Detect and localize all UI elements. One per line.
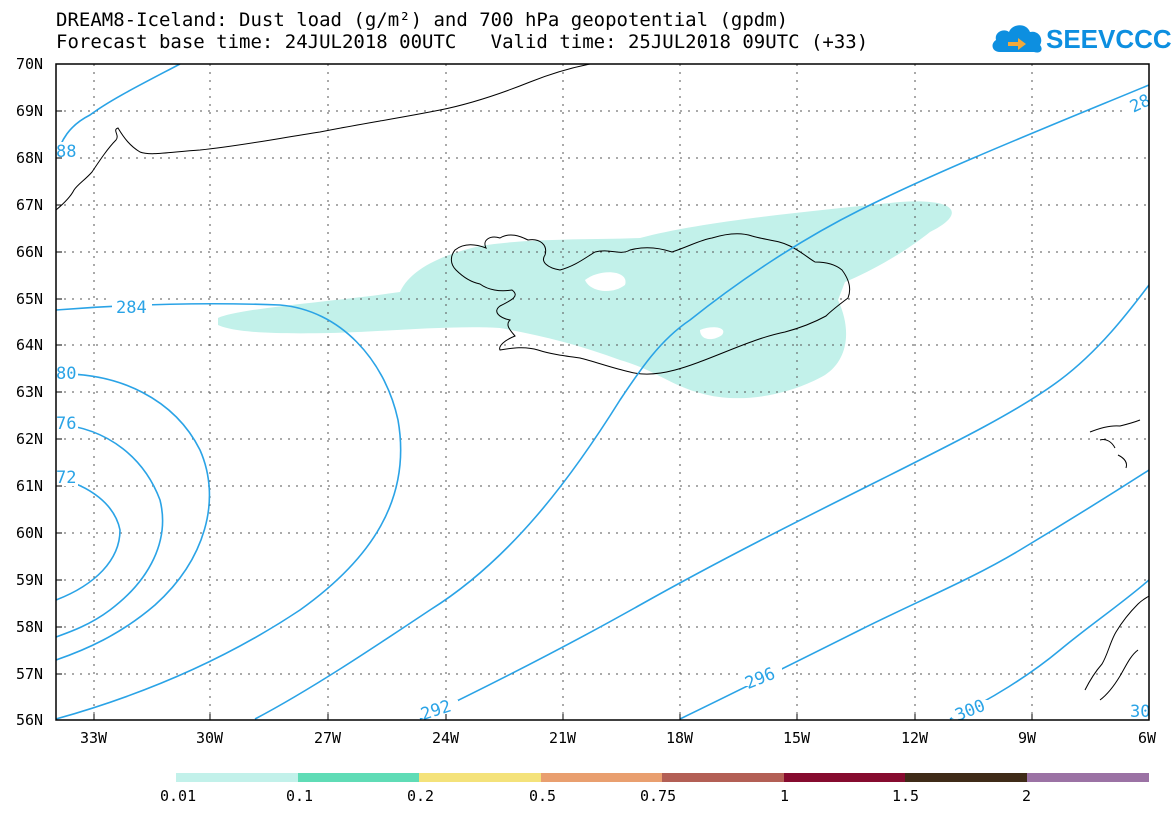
lat-label: 60N	[16, 524, 43, 542]
lat-label: 67N	[16, 196, 43, 214]
map-subtitle: Forecast base time: 24JUL2018 00UTC Vali…	[56, 31, 869, 53]
map-title: DREAM8-Iceland: Dust load (g/m²) and 700…	[56, 9, 789, 31]
lon-label: 33W	[80, 729, 108, 747]
colorbar-swatch	[541, 773, 662, 782]
lat-label: 68N	[16, 149, 43, 167]
lon-label: 24W	[432, 729, 460, 747]
cloud-icon	[992, 25, 1042, 53]
colorbar-swatch	[1027, 773, 1149, 782]
contour-label-276: 76	[56, 414, 76, 434]
lat-label: 56N	[16, 711, 43, 729]
dust-load-area	[218, 201, 952, 399]
lon-label: 9W	[1018, 729, 1037, 747]
contour-label-304: 30	[1130, 702, 1150, 722]
contour-label-280: 80	[56, 364, 76, 384]
colorbar-swatch	[905, 773, 1027, 782]
longitude-labels: 33W 30W 27W 24W 21W 18W 15W 12W 9W 6W	[80, 729, 1157, 747]
lat-label: 69N	[16, 102, 43, 120]
contour-labels: 284 80 76 72 88 28 292 296 300 30	[56, 91, 1154, 726]
colorbar-label: 0.5	[529, 787, 556, 805]
colorbar: 0.01 0.1 0.2 0.5 0.75 1 1.5 2	[160, 773, 1149, 805]
lon-label: 30W	[196, 729, 224, 747]
contour-label-288: 88	[56, 142, 76, 162]
colorbar-label: 0.75	[640, 787, 676, 805]
colorbar-swatch	[419, 773, 541, 782]
lon-label: 27W	[314, 729, 342, 747]
colorbar-label: 1.5	[892, 787, 919, 805]
graticule	[56, 64, 1149, 720]
lat-label: 58N	[16, 618, 43, 636]
colorbar-swatch	[298, 773, 419, 782]
lat-label: 64N	[16, 336, 43, 354]
lat-label: 61N	[16, 477, 43, 495]
coastlines	[56, 64, 1149, 701]
iceland-coast	[450, 233, 851, 375]
lon-label: 6W	[1138, 729, 1157, 747]
contour-label-272: 72	[56, 468, 76, 488]
colorbar-swatch	[176, 773, 298, 782]
lat-label: 63N	[16, 383, 43, 401]
logo-text: SEEVCCC	[1046, 24, 1172, 54]
lat-label: 65N	[16, 290, 43, 308]
colorbar-label: 0.2	[407, 787, 434, 805]
colorbar-label: 1	[780, 787, 789, 805]
colorbar-label: 0.1	[286, 787, 313, 805]
colorbar-swatch	[784, 773, 905, 782]
contour-label-284: 284	[116, 298, 147, 318]
lon-label: 12W	[901, 729, 929, 747]
lat-label: 66N	[16, 243, 43, 261]
tick-marks	[56, 110, 1033, 720]
lat-label: 57N	[16, 665, 43, 683]
lat-label: 59N	[16, 571, 43, 589]
lon-label: 15W	[783, 729, 811, 747]
seevccc-logo: SEEVCCC	[990, 18, 1172, 58]
lon-label: 21W	[549, 729, 577, 747]
lat-label: 70N	[16, 55, 43, 73]
colorbar-label: 2	[1022, 787, 1031, 805]
geopotential-contours	[56, 64, 1149, 720]
lat-label: 62N	[16, 430, 43, 448]
latitude-labels: 70N 69N 68N 67N 66N 65N 64N 63N 62N 61N …	[16, 55, 43, 729]
colorbar-label: 0.01	[160, 787, 196, 805]
lon-label: 18W	[666, 729, 694, 747]
contour-label-288-east: 28	[1127, 91, 1154, 118]
colorbar-swatch	[662, 773, 784, 782]
